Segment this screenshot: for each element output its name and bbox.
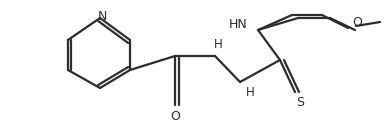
Text: H: H — [214, 37, 223, 51]
Text: O: O — [352, 15, 362, 29]
Text: N: N — [97, 10, 107, 22]
Text: HN: HN — [229, 18, 248, 32]
Text: O: O — [170, 110, 180, 124]
Text: H: H — [246, 86, 254, 98]
Text: S: S — [296, 95, 304, 109]
